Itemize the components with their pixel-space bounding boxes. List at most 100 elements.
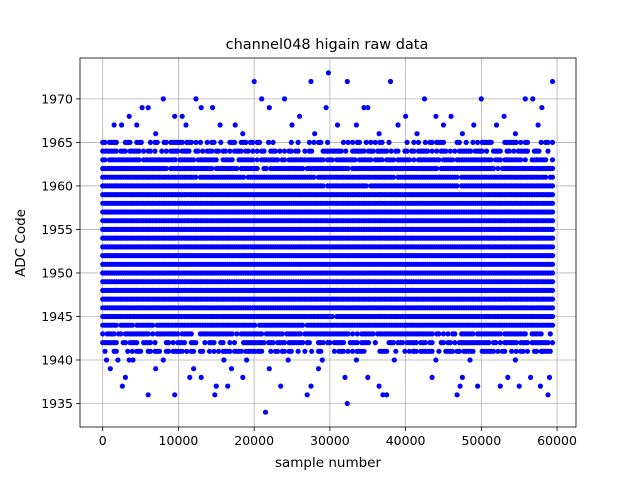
- data-point: [275, 157, 281, 163]
- data-point: [254, 148, 260, 154]
- data-point: [187, 374, 193, 380]
- data-point: [440, 340, 447, 346]
- data-point: [390, 340, 397, 346]
- data-point: [345, 165, 351, 172]
- data-point: [119, 383, 125, 389]
- data-point: [318, 139, 324, 145]
- data-point: [479, 148, 485, 154]
- data-point: [159, 148, 165, 154]
- data-point: [429, 148, 435, 154]
- data-point: [345, 348, 351, 354]
- data-point: [272, 148, 278, 154]
- data-point: [163, 165, 169, 172]
- data-point: [213, 383, 219, 389]
- data-point: [520, 348, 526, 354]
- data-point: [259, 331, 265, 337]
- data-point: [516, 383, 522, 389]
- data-point: [172, 113, 178, 119]
- data-point: [538, 139, 544, 145]
- data-point: [497, 383, 503, 389]
- data-point: [183, 122, 189, 128]
- data-point: [361, 148, 367, 154]
- data-point: [395, 148, 401, 154]
- data-point: [368, 139, 374, 145]
- data-point: [229, 157, 235, 163]
- data-point: [275, 348, 281, 354]
- data-point: [350, 331, 356, 337]
- data-point: [160, 357, 166, 363]
- data-point: [295, 348, 301, 354]
- data-point: [252, 322, 258, 328]
- data-point: [354, 340, 360, 346]
- data-point: [186, 148, 192, 154]
- data-point: [497, 157, 503, 163]
- data-point: [524, 348, 531, 354]
- data-point: [547, 331, 553, 337]
- data-point: [211, 340, 217, 346]
- data-point: [421, 96, 428, 102]
- data-point: [524, 139, 531, 145]
- data-point: [422, 340, 428, 346]
- data-point: [386, 139, 392, 145]
- chart-title: channel048 higain raw data: [226, 37, 429, 53]
- grid-lines: [80, 58, 576, 427]
- data-point: [227, 148, 233, 154]
- data-point: [231, 139, 238, 145]
- x-tick-label: 50000: [461, 433, 501, 448]
- data-point: [524, 340, 531, 346]
- data-point: [152, 340, 158, 346]
- data-point: [238, 348, 244, 354]
- data-point: [238, 148, 244, 154]
- data-point: [212, 392, 218, 398]
- data-point: [172, 157, 178, 163]
- data-point: [340, 340, 347, 346]
- x-tick-label: 20000: [234, 433, 274, 448]
- data-point: [308, 383, 314, 389]
- data-point: [245, 148, 251, 154]
- data-point: [379, 139, 385, 145]
- data-point: [218, 139, 224, 145]
- data-point: [452, 331, 458, 337]
- data-point: [288, 148, 294, 154]
- data-point: [411, 157, 417, 163]
- data-point: [320, 340, 326, 346]
- data-point: [278, 383, 284, 389]
- data-point: [414, 131, 420, 137]
- data-point: [406, 157, 412, 163]
- data-point: [470, 331, 476, 337]
- y-tick-label: 1950: [41, 265, 73, 280]
- data-point: [193, 96, 199, 102]
- data-point: [340, 348, 347, 354]
- data-point: [277, 148, 283, 154]
- data-point: [549, 322, 556, 328]
- data-point: [454, 183, 460, 189]
- data-point: [134, 340, 140, 346]
- y-tick-label: 1970: [41, 91, 73, 106]
- data-point: [522, 157, 528, 163]
- data-point: [213, 157, 219, 163]
- data-point: [268, 348, 274, 354]
- data-point: [318, 348, 324, 354]
- data-point: [450, 348, 456, 354]
- data-point: [234, 165, 240, 172]
- data-point: [221, 357, 227, 363]
- data-point: [463, 139, 469, 145]
- data-point: [306, 139, 312, 145]
- data-point: [384, 148, 390, 154]
- data-point: [163, 148, 169, 154]
- data-point: [549, 235, 556, 241]
- data-point: [141, 148, 147, 154]
- data-point: [209, 148, 215, 154]
- data-point: [145, 105, 151, 111]
- data-point: [433, 357, 439, 363]
- data-point: [191, 348, 197, 354]
- data-point: [549, 226, 556, 232]
- data-point: [363, 183, 369, 189]
- data-point: [518, 157, 524, 163]
- data-point: [361, 105, 367, 111]
- data-point: [198, 105, 204, 111]
- data-point: [352, 157, 358, 163]
- data-point: [343, 148, 349, 154]
- data-point: [153, 366, 159, 372]
- data-point: [495, 165, 501, 172]
